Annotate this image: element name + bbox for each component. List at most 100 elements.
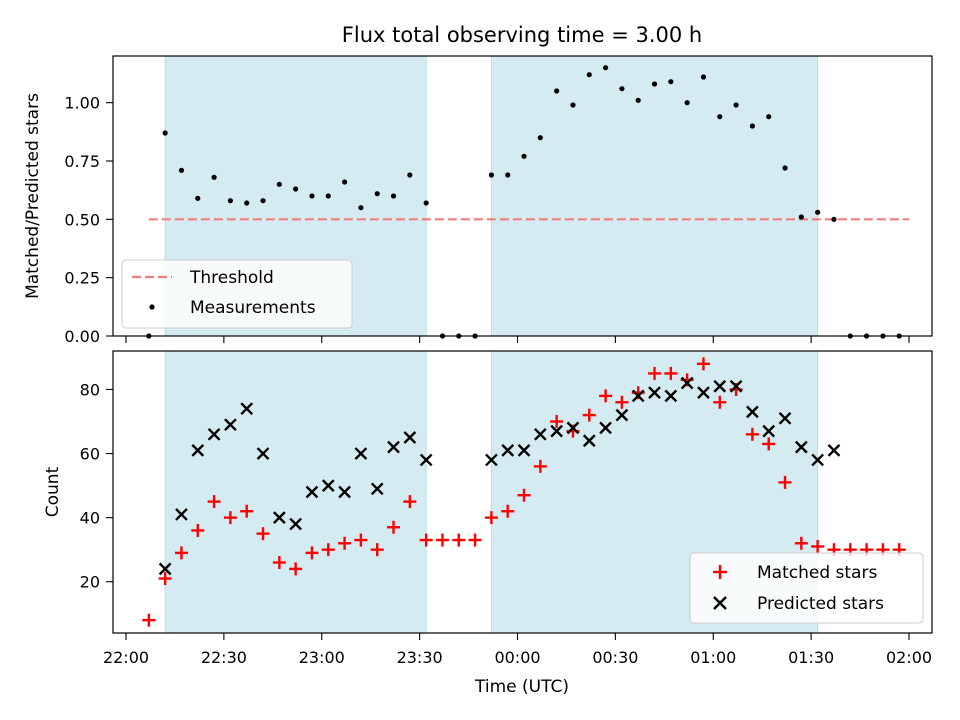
measurement-point	[325, 193, 331, 199]
predicted-star-point	[321, 479, 335, 492]
matched-star-point	[615, 395, 629, 409]
top-legend: Threshold Measurements	[121, 259, 353, 329]
predicted-star-point	[615, 408, 629, 422]
top-ytick-label: 1.00	[64, 94, 100, 113]
predicted-star-point	[697, 386, 710, 400]
bottom-y-axis-ticks: 20 40 60 80	[80, 380, 113, 592]
shaded-band-2	[490, 55, 819, 337]
matched-star-point	[664, 366, 678, 380]
top-y-axis-ticks: 0.00 0.25 0.50 0.75 1.00	[64, 94, 113, 346]
measurement-point	[178, 167, 185, 173]
predicted-star-point	[370, 482, 384, 496]
measurement-point	[717, 114, 723, 120]
xtick-label: 00:30	[592, 648, 638, 667]
matched-star-point	[533, 459, 547, 473]
measurement-point	[586, 72, 592, 78]
measurement-point	[749, 123, 756, 129]
predicted-star-point	[501, 443, 515, 457]
matched-star-point	[370, 543, 384, 557]
matched-star-point	[387, 520, 401, 534]
predicted-star-point	[240, 402, 254, 416]
measurement-point	[505, 172, 511, 178]
predicted-star-point	[256, 447, 270, 460]
matched-star-point	[289, 562, 303, 576]
matched-star-point	[713, 395, 727, 409]
predicted-star-point	[811, 453, 824, 467]
predicted-star-point	[778, 411, 792, 425]
matched-star-point	[696, 357, 710, 371]
matched-star-point	[223, 511, 237, 525]
matched-star-point	[550, 415, 564, 428]
measurement-point	[358, 205, 364, 211]
measurement-point	[423, 200, 429, 206]
predicted-star-point	[550, 424, 563, 438]
predicted-stars-points	[158, 376, 841, 576]
top-legend-box	[121, 259, 353, 329]
xtick-label: 01:30	[788, 648, 834, 667]
matched-star-point	[338, 536, 352, 550]
measurement-point	[602, 65, 609, 71]
bottom-shaded-bands	[164, 350, 819, 634]
matched-star-point	[321, 543, 335, 557]
predicted-star-point	[485, 453, 498, 467]
x-axis-label: Time (UTC)	[474, 677, 569, 697]
measurement-point	[635, 97, 641, 103]
matched-star-point	[419, 533, 433, 547]
matched-star-point	[745, 427, 759, 441]
top-ytick-label: 0.50	[64, 210, 100, 229]
predicted-star-point	[648, 386, 661, 400]
predicted-star-point	[762, 424, 776, 438]
matched-star-point	[582, 408, 596, 422]
matched-star-point	[811, 539, 825, 553]
predicted-star-point	[305, 485, 319, 499]
predicted-star-point	[224, 418, 237, 432]
predicted-star-point	[794, 440, 808, 454]
bottom-ytick-label: 60	[80, 445, 100, 464]
top-ytick-label: 0.25	[64, 269, 100, 288]
xtick-label: 01:00	[690, 648, 736, 667]
measurement-point	[733, 102, 739, 108]
legend-matched-label: Matched stars	[757, 563, 877, 583]
matched-star-point	[403, 495, 417, 509]
predicted-star-point	[533, 427, 547, 441]
matched-star-point	[599, 389, 613, 403]
matched-star-point	[174, 546, 188, 560]
measurement-point	[374, 191, 380, 197]
measurement-point	[244, 200, 250, 206]
bottom-ytick-label: 20	[80, 573, 100, 592]
predicted-star-point	[680, 376, 694, 390]
predicted-star-point	[175, 508, 188, 521]
measurement-point	[293, 186, 299, 192]
predicted-star-point	[599, 421, 612, 435]
matched-star-point	[207, 495, 221, 509]
predicted-star-point	[729, 379, 743, 393]
legend-predicted-label: Predicted stars	[757, 594, 884, 614]
xtick-label: 02:00	[886, 648, 932, 667]
bottom-axes-frame	[112, 350, 933, 634]
bottom-panel: 20 40 60 80 22:00 22:30 23:00 23:30 00:00 00:30 0…	[43, 350, 933, 697]
bottom-x-axis-ticks: 22:00 22:30 23:00 23:30 00:00 00:30 01:00 01:30…	[103, 633, 932, 667]
matched-star-point	[305, 546, 319, 560]
measurement-point	[390, 193, 397, 199]
predicted-star-point	[387, 440, 400, 454]
measurement-point	[211, 174, 217, 180]
matched-star-point	[240, 504, 254, 518]
measurement-point	[488, 172, 494, 178]
matched-star-point	[272, 556, 286, 569]
xtick-label: 23:00	[299, 648, 345, 667]
measurement-point	[162, 130, 168, 136]
measurement-point	[831, 216, 837, 222]
xtick-label: 22:30	[201, 648, 247, 667]
bottom-y-axis-label: Count	[43, 466, 63, 517]
xtick-label: 22:00	[103, 648, 149, 667]
top-axes-frame	[112, 55, 933, 337]
legend-matched-swatch	[713, 565, 727, 579]
top-ytick-label: 0.75	[64, 152, 100, 171]
measurement-point	[227, 198, 233, 204]
top-x-axis-ticks	[125, 336, 910, 343]
top-y-axis-label: Matched/Predicted stars	[23, 93, 43, 299]
measurement-point	[407, 172, 413, 178]
predicted-star-point	[664, 389, 678, 403]
measurement-point	[341, 179, 348, 185]
